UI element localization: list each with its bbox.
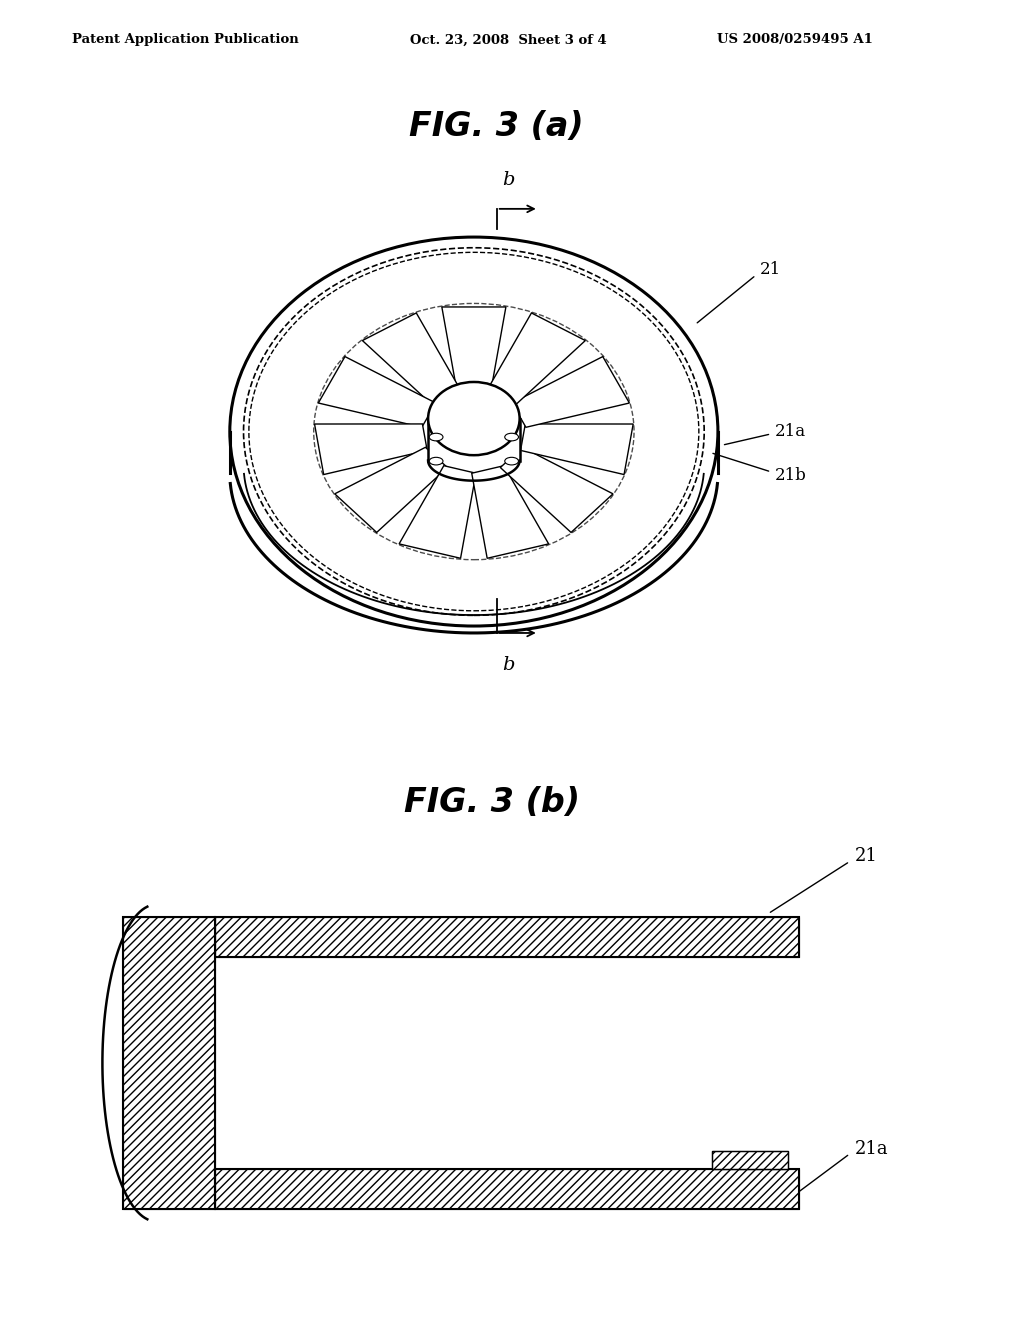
Text: US 2008/0259495 A1: US 2008/0259495 A1 [717, 33, 872, 46]
Text: Oct. 23, 2008  Sheet 3 of 4: Oct. 23, 2008 Sheet 3 of 4 [410, 33, 606, 46]
Text: 21a: 21a [775, 422, 806, 440]
Polygon shape [512, 356, 630, 428]
Polygon shape [215, 957, 799, 1168]
Text: b: b [502, 656, 514, 675]
Polygon shape [472, 466, 549, 558]
Polygon shape [441, 308, 506, 392]
Text: 21: 21 [855, 847, 878, 866]
Ellipse shape [505, 457, 518, 465]
Text: FIG. 3 (a): FIG. 3 (a) [410, 110, 584, 143]
Text: 21b: 21b [775, 467, 807, 484]
Text: b: b [502, 170, 514, 189]
Polygon shape [123, 917, 215, 1209]
Polygon shape [501, 447, 613, 532]
Text: FIG. 3 (b): FIG. 3 (b) [403, 785, 580, 818]
Ellipse shape [428, 381, 519, 455]
Polygon shape [486, 313, 586, 405]
Polygon shape [712, 1151, 788, 1168]
Text: 21a: 21a [855, 1139, 889, 1158]
Polygon shape [215, 917, 799, 957]
Polygon shape [335, 447, 447, 532]
Ellipse shape [505, 433, 518, 441]
Text: 21b: 21b [589, 1107, 624, 1126]
Ellipse shape [429, 457, 443, 465]
Polygon shape [362, 313, 461, 405]
Polygon shape [399, 466, 476, 558]
Polygon shape [520, 424, 633, 475]
Polygon shape [314, 424, 427, 475]
Polygon shape [428, 418, 519, 461]
Polygon shape [215, 1168, 799, 1209]
Text: Patent Application Publication: Patent Application Publication [72, 33, 298, 46]
Text: 21: 21 [760, 261, 781, 279]
Ellipse shape [429, 433, 443, 441]
Polygon shape [318, 356, 436, 428]
